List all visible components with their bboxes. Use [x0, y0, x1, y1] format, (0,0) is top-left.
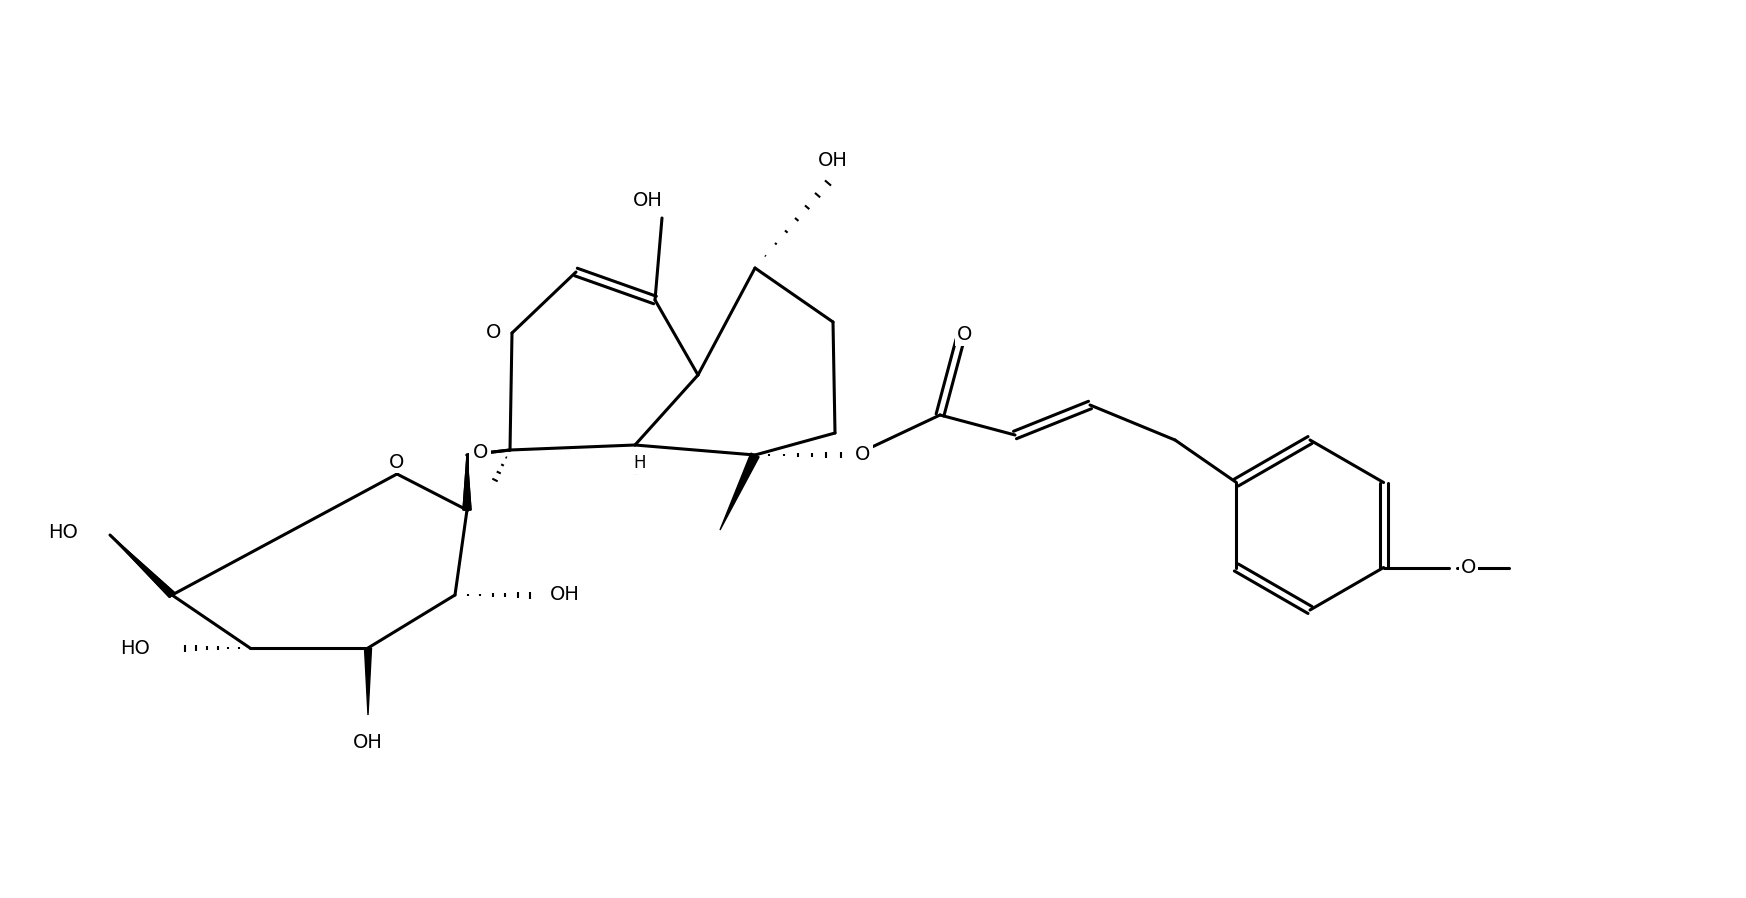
Text: OH: OH [634, 191, 663, 210]
Text: O: O [473, 444, 489, 462]
Text: OH: OH [550, 585, 580, 604]
Text: O: O [1461, 558, 1477, 577]
Polygon shape [463, 455, 471, 510]
Text: HO: HO [120, 638, 150, 657]
Text: OH: OH [819, 152, 849, 171]
Polygon shape [110, 535, 175, 597]
Polygon shape [719, 453, 760, 530]
Polygon shape [365, 648, 372, 715]
Text: O: O [957, 325, 973, 345]
Text: O: O [487, 323, 501, 342]
Text: HO: HO [49, 524, 79, 542]
Text: OH: OH [353, 733, 382, 752]
Polygon shape [463, 455, 471, 510]
Text: O: O [471, 445, 487, 464]
Text: O: O [389, 453, 405, 471]
Polygon shape [110, 535, 175, 597]
Text: O: O [856, 445, 871, 464]
Text: H: H [634, 454, 646, 472]
